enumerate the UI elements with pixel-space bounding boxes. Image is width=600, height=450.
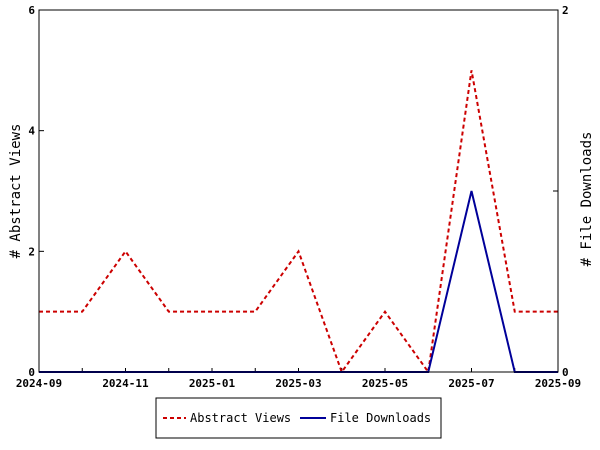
- legend: Abstract Views File Downloads: [155, 397, 442, 439]
- series-line-abstract-views: [39, 70, 558, 375]
- x-tick-label: 2024-11: [102, 377, 149, 390]
- plot-frame: [38, 9, 559, 373]
- tick-labels: 2024-09 2024-11 2025-01 2025-03 2025-05 2025-…: [16, 4, 581, 390]
- y-right-tick-label: 0: [562, 366, 569, 379]
- y-left-tick-label: 6: [28, 4, 35, 17]
- series-lines: [39, 70, 558, 375]
- y-left-tick-label: 2: [28, 245, 35, 258]
- x-tick-label: 2025-05: [362, 377, 408, 390]
- axis-ticks: [38, 9, 559, 373]
- y-left-tick-label: 4: [28, 125, 35, 138]
- y-left-axis-title: # Abstract Views: [8, 124, 24, 259]
- x-tick-label: 2025-01: [189, 377, 236, 390]
- y-right-tick-label: 2: [562, 4, 569, 17]
- y-right-axis-title: # File Downloads: [579, 132, 595, 267]
- x-tick-label: 2025-03: [275, 377, 321, 390]
- legend-box: [155, 397, 442, 439]
- y-left-tick-label: 0: [28, 366, 35, 379]
- series-line-file-downloads: [39, 190, 558, 373]
- x-tick-label: 2024-09: [16, 377, 62, 390]
- legend-label-file-downloads: File Downloads: [330, 411, 431, 425]
- x-tick-label: 2025-07: [448, 377, 494, 390]
- x-tick-label: 2025-09: [535, 377, 581, 390]
- legend-label-abstract-views: Abstract Views: [190, 411, 291, 425]
